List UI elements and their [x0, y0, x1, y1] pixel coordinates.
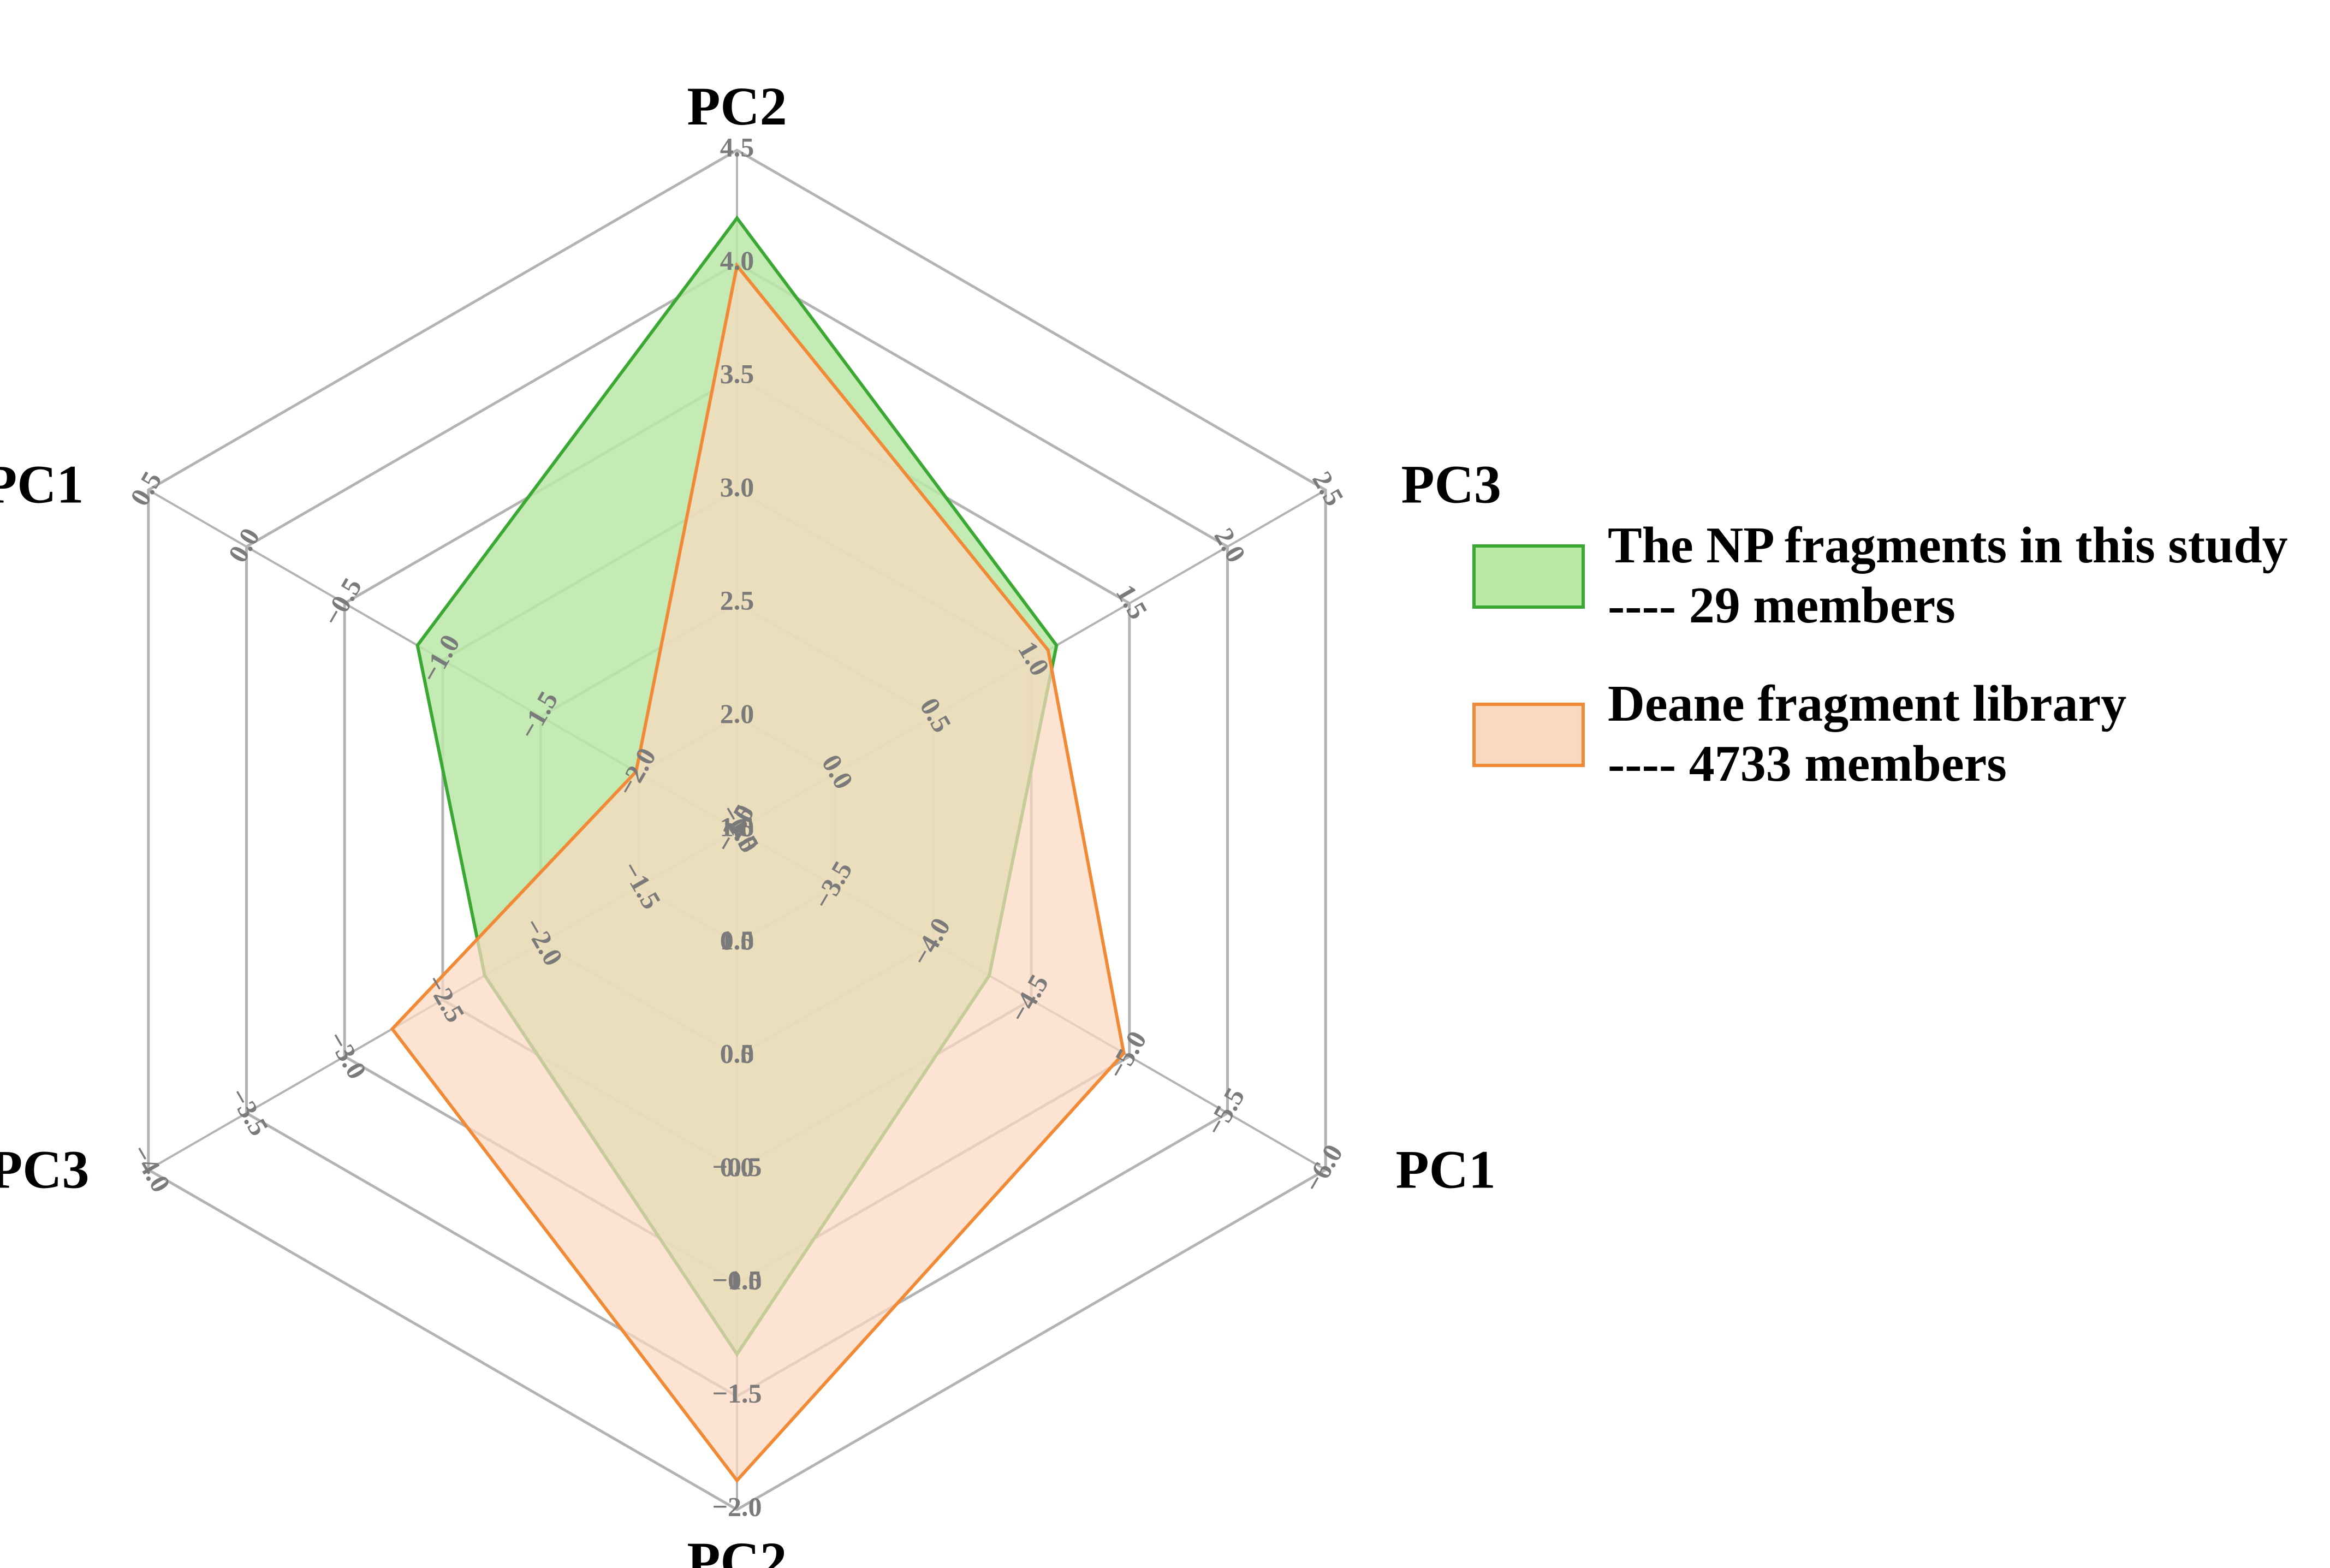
- axis-title-pc3: PC3: [1401, 454, 1501, 514]
- tick-label: 0.0: [720, 1151, 754, 1182]
- tick-label: −1.5: [712, 1378, 762, 1409]
- tick-label: 0.0: [720, 1038, 754, 1068]
- tick-label: 2.0: [1208, 522, 1252, 567]
- legend-swatch: [1472, 703, 1585, 767]
- axis-title-pc3: PC3: [0, 1139, 89, 1199]
- legend: The NP fragments in this study---- 29 me…: [1472, 517, 2288, 792]
- tick-label: 0.0: [222, 522, 266, 567]
- series-polygons: [390, 215, 1126, 1483]
- tick-label: −5.5: [1199, 1083, 1251, 1141]
- legend-label: Deane fragment library: [1608, 675, 2126, 732]
- legend-members: ---- 29 members: [1608, 577, 1955, 634]
- axis-title-pc1: PC1: [1396, 1139, 1496, 1199]
- tick-label: 0.5: [720, 1038, 754, 1068]
- axis-titles: PC2 PC3 PC1 PC2 PC3 PC1: [0, 76, 1501, 1568]
- tick-label: 3.5: [720, 358, 754, 389]
- tick-label: −0.5: [712, 1264, 762, 1295]
- tick-label: 1.5: [720, 811, 754, 842]
- tick-label: 3.0: [720, 472, 754, 502]
- tick-label: 2.5: [720, 585, 754, 615]
- tick-label: 2.0: [720, 698, 754, 729]
- tick-label: 2.5: [1306, 466, 1350, 511]
- tick-label: −0.5: [712, 1151, 762, 1182]
- legend-label: The NP fragments in this study: [1608, 517, 2288, 574]
- tick-label: 4.0: [720, 245, 754, 276]
- tick-label: −6.0: [1297, 1139, 1348, 1197]
- axis-title-pc2: PC2: [687, 76, 787, 136]
- legend-members: ---- 4733 members: [1608, 735, 2007, 792]
- series-polygon: [390, 262, 1126, 1483]
- tick-label: 4.5: [720, 132, 754, 162]
- axis-title-pc2: PC2: [687, 1531, 787, 1568]
- tick-label: −3.5: [223, 1083, 275, 1141]
- tick-label: 0.5: [720, 925, 754, 955]
- tick-label: −3.0: [322, 1026, 373, 1084]
- tick-label: −4.0: [126, 1139, 177, 1197]
- tick-label: 1.0: [720, 811, 754, 842]
- tick-label: −0.5: [316, 573, 367, 631]
- legend-swatch: [1472, 544, 1585, 609]
- tick-label: −2.0: [712, 1491, 762, 1522]
- axis-title-pc1: PC1: [0, 454, 84, 514]
- tick-label: −1.0: [712, 1264, 762, 1295]
- tick-label: 1.0: [720, 925, 754, 955]
- tick-label: 0.5: [124, 466, 168, 511]
- tick-label: 1.5: [1110, 579, 1154, 624]
